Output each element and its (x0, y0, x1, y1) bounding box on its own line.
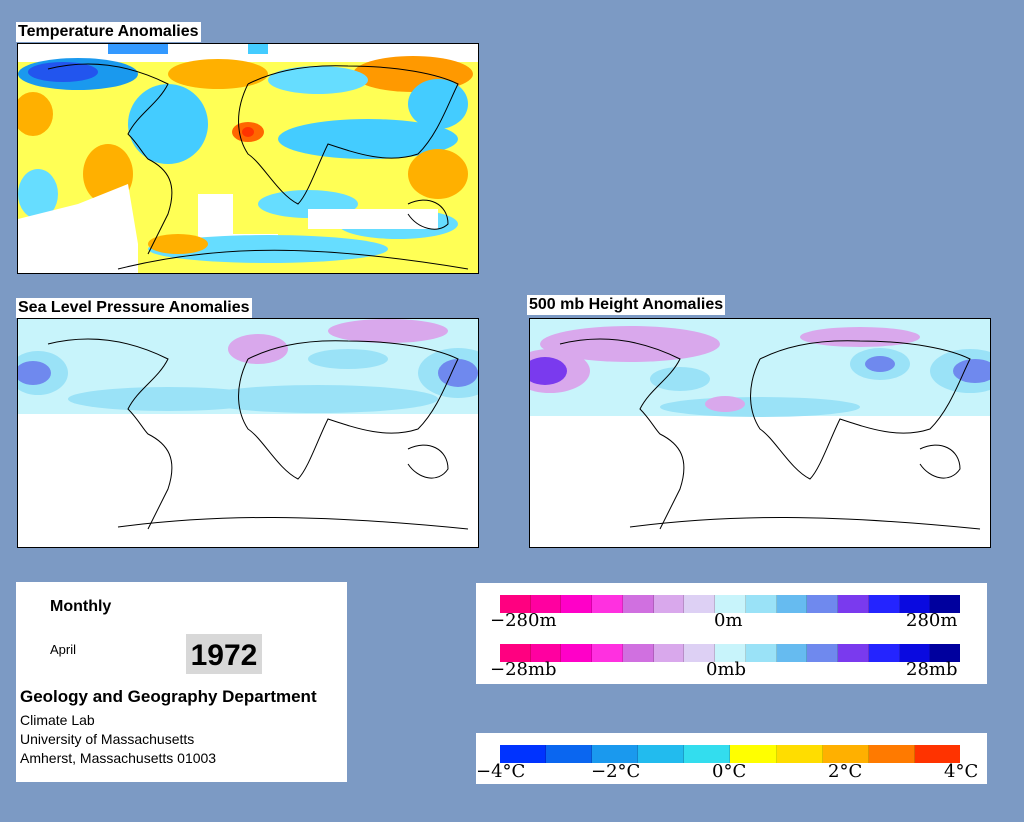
height-colorbar-swatch (653, 595, 685, 613)
height-max-label: 280m (906, 610, 958, 631)
pressure-colorbar-swatch (500, 644, 531, 662)
temperature-colorbar-swatch (684, 745, 731, 763)
temperature-anomaly-map (17, 43, 479, 274)
pressure-colorbar-swatch (899, 644, 931, 662)
height-colorbar-swatch (868, 595, 900, 613)
temperature-colorbar-swatch (868, 745, 915, 763)
temp-tick-neg4: −4°C (476, 761, 526, 782)
temp-tick-0: 0°C (712, 761, 747, 782)
pressure-colorbar-swatch (807, 644, 839, 662)
height-colorbar-swatch (807, 595, 839, 613)
height-anomaly-field (530, 319, 990, 417)
temperature-colorbar-swatch (546, 745, 593, 763)
coastline (47, 63, 469, 270)
height-colorbar-swatch (530, 595, 562, 613)
temp-tick-2: 2°C (828, 761, 863, 782)
temperature-colorbar-swatch (776, 745, 823, 763)
temperature-colorbar-swatch (822, 745, 869, 763)
height-colorbar-swatch (745, 595, 777, 613)
temperature-colorbar-swatch (500, 745, 547, 763)
temperature-colorbar-swatch (592, 745, 639, 763)
year-label: 1972 (186, 634, 262, 674)
coastline (47, 338, 469, 530)
height-map-title: 500 mb Height Anomalies (527, 295, 726, 315)
pressure-min-label: −28mb (490, 659, 557, 680)
height-colorbar-swatch (500, 595, 531, 613)
temperature-colorbar (500, 745, 960, 763)
lab-label: Climate Lab (20, 712, 95, 728)
pressure-colorbar-swatch (592, 644, 623, 662)
pressure-colorbar-swatch (684, 644, 716, 662)
university-label: University of Massachusetts (20, 731, 195, 747)
temp-tick-neg2: −2°C (591, 761, 641, 782)
height-colorbar-swatch (561, 595, 593, 613)
height-colorbar-swatch (776, 595, 808, 613)
height-colorbar-swatch (622, 595, 654, 613)
pressure-colorbar-swatch (868, 644, 900, 662)
temperature-anomaly-field (18, 44, 478, 273)
height-colorbar-swatch (930, 595, 961, 613)
height-zero-label: 0m (714, 610, 743, 631)
pressure-colorbar-swatch (653, 644, 685, 662)
pressure-colorbar-swatch (745, 644, 777, 662)
temp-tick-4: 4°C (944, 761, 979, 782)
temperature-colorbar-swatch (638, 745, 685, 763)
height-colorbar-swatch (684, 595, 716, 613)
period-label: Monthly (50, 598, 112, 615)
height-min-label: −280m (490, 610, 557, 631)
height-colorbar-swatch (592, 595, 623, 613)
height-colorbar-swatch (899, 595, 931, 613)
temperature-map-title: Temperature Anomalies (16, 22, 201, 42)
coastline (559, 338, 981, 530)
pressure-colorbar-swatch (715, 644, 746, 662)
pressure-colorbar-swatch (561, 644, 593, 662)
address-label: Amherst, Massachusetts 01003 (20, 750, 217, 766)
height-pressure-legend: −280m 0m 280m −28mb 0mb 28mb (476, 583, 987, 684)
pressure-colorbar-swatch (930, 644, 961, 662)
height-anomaly-map (529, 318, 991, 548)
height-colorbar-swatch (838, 595, 869, 613)
department-label: Geology and Geography Department (20, 687, 317, 706)
height-colorbar (500, 595, 961, 613)
pressure-max-label: 28mb (906, 659, 958, 680)
temperature-legend: −4°C −2°C 0°C 2°C 4°C (476, 733, 987, 784)
info-panel: Monthly April 1972 Geology and Geography… (16, 582, 347, 782)
temperature-colorbar-swatch (914, 745, 960, 763)
pressure-zero-label: 0mb (706, 659, 747, 680)
pressure-colorbar-swatch (622, 644, 654, 662)
slp-anomaly-map (17, 318, 479, 548)
month-label: April (50, 642, 77, 657)
height-colorbar-swatch (715, 595, 746, 613)
slp-anomaly-field (18, 319, 478, 414)
pressure-colorbar-swatch (776, 644, 808, 662)
pressure-colorbar-swatch (530, 644, 562, 662)
slp-map-title: Sea Level Pressure Anomalies (16, 298, 252, 318)
temperature-colorbar-swatch (730, 745, 777, 763)
pressure-colorbar-swatch (838, 644, 869, 662)
pressure-colorbar (500, 644, 961, 662)
